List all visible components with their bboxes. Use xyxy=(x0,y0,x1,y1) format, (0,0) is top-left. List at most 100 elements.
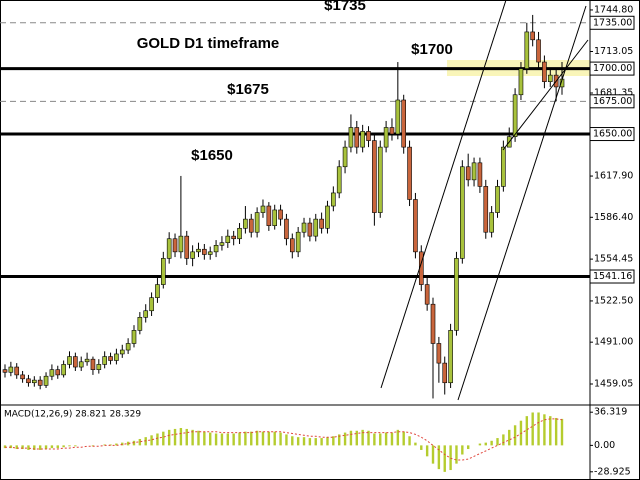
macd-bar xyxy=(38,445,42,450)
level-label: 1700.00 xyxy=(593,63,632,74)
macd-bar xyxy=(291,436,294,446)
channel-line xyxy=(502,39,589,151)
candle-body xyxy=(231,235,236,240)
level-label: 1735.00 xyxy=(593,17,632,28)
candle-body xyxy=(442,362,448,384)
candle-body xyxy=(2,369,8,373)
level-label: 1650.00 xyxy=(593,129,632,140)
candle-body xyxy=(524,31,530,69)
candle-body xyxy=(395,99,401,135)
candle-body xyxy=(289,238,295,253)
candle-body xyxy=(489,212,494,233)
candle-body xyxy=(354,127,360,148)
macd-bar xyxy=(461,445,464,455)
y-tick-label: 1459.05 xyxy=(594,378,633,389)
y-tick-label: -28.925 xyxy=(594,466,631,477)
candle-body xyxy=(401,99,406,148)
candle-body xyxy=(512,94,518,137)
macd-bar xyxy=(431,445,435,464)
annotation: $1650 xyxy=(191,147,233,164)
candle-body xyxy=(149,297,154,312)
macd-bar xyxy=(74,445,77,447)
macd-bar xyxy=(531,412,534,446)
y-tick-label: 1617.90 xyxy=(594,171,633,182)
macd-bar xyxy=(343,432,347,446)
candle-body xyxy=(483,186,489,233)
candle-body xyxy=(161,258,166,285)
candle-body xyxy=(360,131,365,148)
macd-bar xyxy=(33,445,36,450)
macd-bar xyxy=(537,412,540,446)
macd-bar xyxy=(214,433,218,446)
macd-bar xyxy=(50,445,54,449)
macd-bar xyxy=(27,445,30,450)
candle-body xyxy=(260,205,266,213)
macd-bar xyxy=(21,445,24,450)
level-label-box xyxy=(589,127,635,142)
macd-bar xyxy=(326,437,329,446)
candle-body xyxy=(84,358,90,363)
macd-bar xyxy=(443,445,446,472)
candle-body xyxy=(319,218,324,229)
macd-bar xyxy=(167,429,171,446)
candle-body xyxy=(325,205,330,229)
plot xyxy=(0,14,590,399)
candle-body xyxy=(155,284,160,298)
macd-bar xyxy=(238,432,241,446)
macd-bar xyxy=(513,425,517,446)
candle-body xyxy=(78,361,84,368)
annotation: GOLD D1 timeframe xyxy=(137,35,280,52)
macd-bar xyxy=(250,431,253,446)
macd-bar xyxy=(197,430,200,446)
candle-body xyxy=(8,366,14,373)
macd-bar xyxy=(267,431,271,446)
candle-body xyxy=(348,127,354,148)
candle-body xyxy=(430,303,436,344)
candle-body xyxy=(43,375,49,386)
macd-bar xyxy=(338,434,341,446)
macd-bar xyxy=(496,438,499,446)
macd-bar xyxy=(156,433,159,446)
candle-body xyxy=(501,146,506,187)
macd-bar xyxy=(115,443,118,446)
candle-body xyxy=(436,343,442,364)
macd-bar xyxy=(414,442,417,446)
macd-bar xyxy=(296,437,300,446)
macd-bar xyxy=(203,431,206,446)
level-label-box xyxy=(589,61,635,76)
candle-body xyxy=(20,374,25,380)
candle-body xyxy=(307,222,313,237)
macd-bar xyxy=(308,438,312,446)
candle-body xyxy=(202,248,207,255)
macd-bar xyxy=(384,432,388,446)
candle-body xyxy=(460,166,465,259)
candle-body xyxy=(542,61,547,82)
macd-bar xyxy=(349,430,353,446)
macd-bar xyxy=(173,428,177,446)
candle-body xyxy=(184,235,190,259)
candle-body xyxy=(383,127,389,148)
candle-body xyxy=(278,209,283,220)
level-label: 1541.16 xyxy=(593,271,632,282)
candle-body xyxy=(377,146,383,213)
candle-body xyxy=(295,231,301,253)
candle-body xyxy=(530,31,535,41)
macd-bar xyxy=(361,429,364,446)
macd-bar xyxy=(549,416,552,446)
macd-bar xyxy=(525,416,529,446)
macd-bar xyxy=(437,445,441,470)
candle-body xyxy=(125,343,131,351)
macd-bar xyxy=(44,445,48,450)
annotation: $1700 xyxy=(411,41,453,58)
y-tick-label: 1522.50 xyxy=(594,295,633,306)
macd-bar xyxy=(332,436,335,446)
candle-body xyxy=(49,369,55,377)
macd-bar xyxy=(185,428,188,446)
macd-bar xyxy=(126,441,130,446)
candle-body xyxy=(536,39,541,63)
macd-bar xyxy=(68,445,71,447)
candle-body xyxy=(114,353,119,361)
macd-bar xyxy=(355,430,358,446)
candle-body xyxy=(465,166,471,181)
